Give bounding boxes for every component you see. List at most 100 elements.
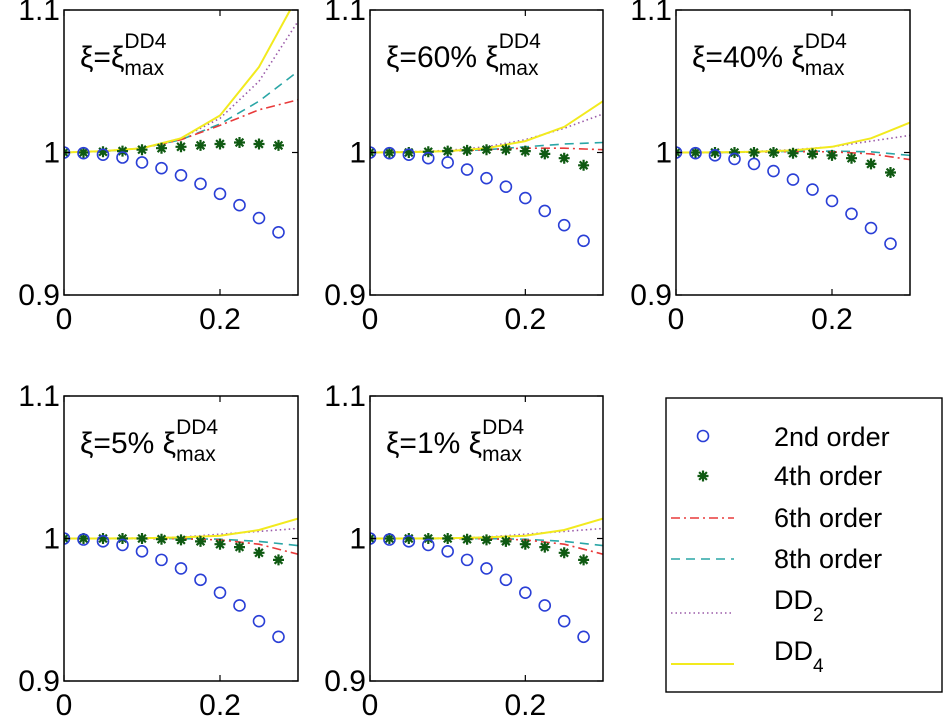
marker-4th-order bbox=[403, 533, 415, 544]
marker-2nd-order bbox=[155, 161, 168, 175]
marker-2nd-order bbox=[689, 146, 702, 160]
marker-2nd-order bbox=[577, 630, 590, 644]
legend-swatch-star bbox=[697, 470, 709, 482]
annotation-superscript: DD4 bbox=[805, 30, 847, 53]
marker-2nd-order bbox=[480, 171, 493, 185]
marker-4th-order bbox=[117, 533, 128, 544]
panel-annotation: ξ=40% ξDD4 max bbox=[692, 30, 847, 80]
panel-annotation: ξ=5% ξDD4 max bbox=[80, 416, 218, 466]
marker-2nd-order bbox=[480, 562, 493, 575]
marker-2nd-order bbox=[135, 156, 149, 169]
marker-4th-order bbox=[807, 148, 818, 160]
annotation-superscript: DD4 bbox=[124, 30, 166, 53]
marker-4th-order bbox=[403, 147, 415, 158]
annotation-superscript: DD4 bbox=[482, 416, 524, 439]
marker-4th-order bbox=[156, 533, 167, 545]
marker-4th-order bbox=[481, 534, 492, 546]
marker-4th-order bbox=[383, 147, 395, 158]
marker-2nd-order bbox=[174, 169, 188, 182]
y-tick-label: 0.9 bbox=[324, 279, 366, 312]
marker-2nd-order bbox=[213, 586, 227, 599]
marker-4th-order bbox=[578, 554, 590, 566]
marker-2nd-order bbox=[728, 152, 741, 166]
legend-label: 4th order bbox=[774, 461, 882, 491]
marker-4th-order bbox=[768, 147, 779, 158]
annotation-base: ξ=ξ bbox=[80, 41, 124, 74]
marker-4th-order bbox=[846, 152, 857, 164]
marker-4th-order bbox=[234, 137, 245, 148]
marker-2nd-order bbox=[557, 218, 571, 232]
marker-2nd-order bbox=[460, 163, 474, 176]
marker-2nd-order bbox=[499, 180, 513, 193]
legend-label-text: DD bbox=[774, 636, 813, 666]
marker-2nd-order bbox=[499, 573, 513, 587]
marker-4th-order bbox=[865, 158, 877, 170]
marker-2nd-order bbox=[767, 164, 780, 178]
marker-2nd-order bbox=[213, 187, 227, 201]
x-tick-label: 0.2 bbox=[199, 303, 241, 336]
legend-label: 8th order bbox=[774, 544, 882, 574]
panel-2: 1.1 1 0.90 0.2 ξ=60% ξDD4 max bbox=[324, 0, 604, 336]
marker-2nd-order bbox=[272, 226, 285, 239]
y-tick-label: 1 bbox=[43, 523, 60, 556]
marker-2nd-order bbox=[155, 553, 168, 567]
annotation-base: ξ=40% ξ bbox=[692, 41, 805, 74]
marker-4th-order bbox=[78, 533, 89, 544]
panel-1: 1.1 1 0.90 0.2 ξ=ξDD4 max bbox=[18, 0, 299, 336]
marker-4th-order bbox=[500, 535, 512, 547]
annotation-subscript: max bbox=[124, 57, 164, 80]
marker-2nd-order bbox=[557, 614, 571, 628]
marker-2nd-order bbox=[747, 157, 761, 171]
marker-2nd-order bbox=[174, 562, 188, 575]
legend-label-text: 2nd order bbox=[774, 422, 890, 452]
panel-4: 1.1 1 0.90 0.2 ξ=5% ξDD4 max bbox=[18, 380, 299, 722]
marker-4th-order bbox=[383, 533, 395, 544]
marker-4th-order bbox=[97, 533, 109, 544]
marker-2nd-order bbox=[383, 146, 396, 160]
y-tick-label: 0.9 bbox=[18, 279, 60, 312]
legend-item-4th: 4th order bbox=[697, 461, 882, 491]
y-tick-label: 1.1 bbox=[630, 0, 672, 27]
x-tick-label: 0 bbox=[56, 689, 73, 722]
marker-2nd-order bbox=[806, 183, 819, 196]
marker-4th-order bbox=[558, 547, 570, 559]
marker-2nd-order bbox=[77, 533, 90, 546]
y-tick-label: 1.1 bbox=[324, 380, 366, 413]
panel-3: 1.1 1 0.90 0.2 ξ=40% ξDD4 max bbox=[630, 0, 911, 336]
marker-2nd-order bbox=[786, 173, 800, 186]
marker-4th-order bbox=[690, 147, 701, 158]
marker-4th-order bbox=[156, 142, 167, 154]
y-tick-label: 1 bbox=[349, 523, 366, 556]
x-tick-label: 0 bbox=[56, 303, 73, 336]
marker-2nd-order bbox=[194, 573, 207, 587]
marker-4th-order bbox=[97, 146, 109, 158]
x-tick-label: 0.2 bbox=[504, 689, 546, 722]
plot-area bbox=[370, 100, 603, 248]
marker-2nd-order bbox=[233, 599, 246, 612]
marker-2nd-order bbox=[402, 535, 416, 548]
marker-4th-order bbox=[748, 147, 760, 158]
panel-annotation: ξ=ξDD4 max bbox=[80, 30, 167, 80]
y-tick-label: 1 bbox=[349, 137, 366, 170]
marker-4th-order bbox=[500, 144, 512, 156]
plot-area bbox=[64, 10, 298, 239]
marker-2nd-order bbox=[272, 630, 285, 644]
marker-2nd-order bbox=[421, 538, 435, 552]
marker-4th-order bbox=[175, 141, 187, 153]
legend-item-8th: 8th order bbox=[671, 544, 882, 574]
plot-area bbox=[676, 121, 910, 250]
y-tick-label: 1.1 bbox=[324, 0, 366, 27]
marker-4th-order bbox=[175, 534, 187, 546]
legend-box bbox=[665, 397, 943, 693]
legend-label-text: 8th order bbox=[774, 544, 882, 574]
marker-2nd-order bbox=[441, 156, 454, 169]
annotation-superscript: DD4 bbox=[176, 416, 218, 439]
marker-4th-order bbox=[195, 535, 206, 547]
annotation-base: ξ=1% ξ bbox=[386, 427, 482, 460]
y-tick-label: 0.9 bbox=[324, 665, 366, 698]
y-tick-label: 0.9 bbox=[630, 279, 672, 312]
marker-4th-order bbox=[826, 149, 838, 161]
marker-2nd-order bbox=[77, 146, 90, 160]
marker-4th-order bbox=[442, 533, 454, 544]
